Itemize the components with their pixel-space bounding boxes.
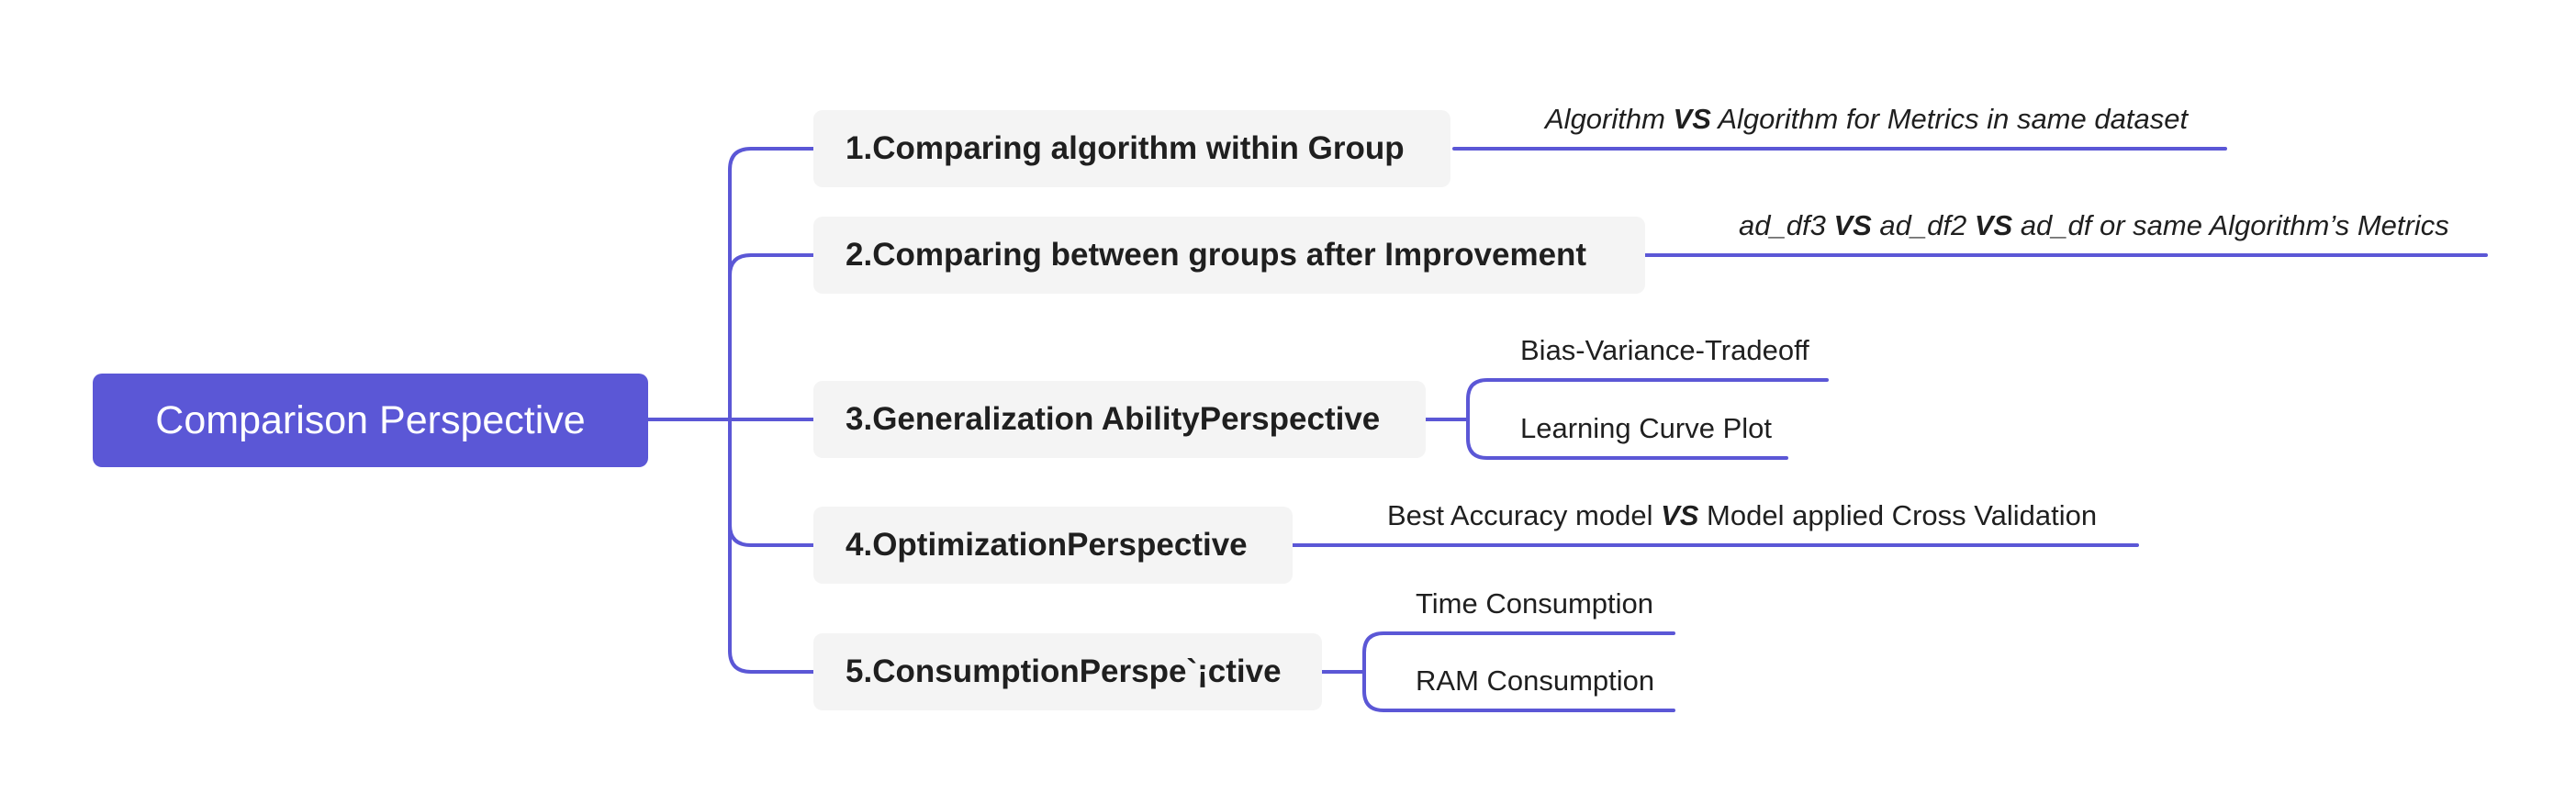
- node-1-label: 1.Comparing algorithm within Group: [846, 130, 1405, 166]
- leaf-3-2: Learning Curve Plot: [1520, 412, 1772, 444]
- leaf-2-1: ad_df3 VS ad_df2 VS ad_df or same Algori…: [1739, 209, 2449, 241]
- connector-node-5: [728, 649, 815, 674]
- node-2: 2.Comparing between groups after Improve…: [813, 217, 1645, 294]
- node-5: 5.ConsumptionPerspe`¡ctive: [813, 633, 1322, 710]
- connector-node-2: [728, 253, 815, 277]
- node-3-label: 3.Generalization AbilityPerspective: [846, 401, 1381, 437]
- leaf-5-2: RAM Consumption: [1416, 664, 1655, 697]
- leaf-4-1: Best Accuracy model VS Model applied Cro…: [1387, 499, 2098, 531]
- leaf-5-1: Time Consumption: [1416, 587, 1654, 620]
- connector-node-1: [728, 147, 815, 172]
- leaf-3-1: Bias-Variance-Tradeoff: [1520, 334, 1809, 366]
- connector-node-4: [728, 523, 815, 547]
- root-node: Comparison Perspective: [93, 374, 648, 467]
- node-3: 3.Generalization AbilityPerspective: [813, 381, 1426, 458]
- node-2-label: 2.Comparing between groups after Improve…: [846, 237, 1587, 273]
- node-5-label: 5.ConsumptionPerspe`¡ctive: [846, 653, 1282, 689]
- node-4-label: 4.OptimizationPerspective: [846, 527, 1248, 563]
- node-4: 4.OptimizationPerspective: [813, 507, 1293, 584]
- node-1: 1.Comparing algorithm within Group: [813, 110, 1450, 187]
- leaf-1-1: Algorithm VS Algorithm for Metrics in sa…: [1545, 103, 2189, 135]
